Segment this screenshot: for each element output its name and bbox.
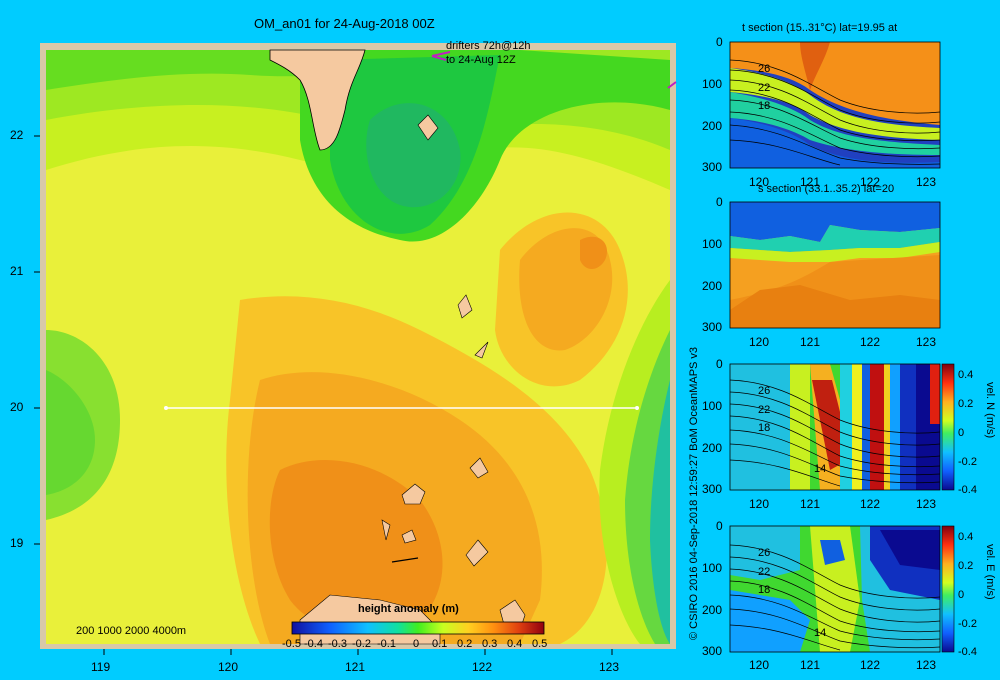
panel-4-x-tick: 120 (749, 658, 770, 672)
panel-4-x-tick: 121 (800, 658, 821, 672)
panel-4-y-tick: 0 (716, 519, 723, 533)
vel-n-cbar-tick: 0.2 (958, 398, 974, 410)
map-x-tick: 123 (599, 660, 620, 674)
map-title: OM_an01 for 24-Aug-2018 00Z (254, 16, 435, 31)
panel-2-x-tick: 120 (749, 335, 770, 349)
vel-e-cbar-tick: 0 (958, 589, 965, 601)
map-y-tick: 22 (10, 128, 24, 142)
vel-n-cbar-tick: -0.4 (958, 484, 977, 496)
panel-t-section (729, 41, 941, 169)
panel-4-y-tick: 300 (702, 644, 723, 658)
vel-n-cbar-tick: -0.2 (958, 456, 977, 468)
panel-1-y-tick: 300 (702, 160, 723, 174)
drifters-label-2: to 24-Aug 12Z (446, 54, 516, 66)
vel-e-cbar-tick: 0.2 (958, 560, 974, 572)
panel-2-title: s section (33.1..35.2) lat=20 (758, 183, 895, 195)
map-x-tick: 119 (91, 660, 111, 674)
contour-label: 26 (758, 547, 771, 559)
contour-label: 26 (758, 63, 771, 75)
credit-text: © CSIRO 2016 04-Sep-2018 12:59:27 BoM Oc… (688, 346, 700, 640)
panel-3-y-tick: 100 (702, 399, 723, 413)
vel-e-cbar-tick: 0.4 (958, 531, 974, 543)
contour-label: 22 (758, 82, 771, 94)
vel-n-cbar-tick: 0 (958, 427, 965, 439)
colorbar-tick: 0.4 (507, 638, 523, 650)
map-x-tick: 122 (472, 660, 493, 674)
panel-vel-e (729, 525, 955, 653)
colorbar-tick: 0.5 (532, 638, 548, 650)
contour-label: 22 (758, 404, 771, 416)
colorbar-title: height anomaly (m) (358, 603, 459, 615)
panel-s-section (729, 201, 941, 329)
panel-2-x-tick: 123 (916, 335, 937, 349)
vel-n-label: vel. N (m/s) (984, 382, 996, 439)
land-taiwan (269, 49, 366, 151)
panel-2-y-tick: 300 (702, 320, 723, 334)
contour-label: 14 (814, 463, 827, 475)
map-y-tick: 21 (10, 264, 24, 278)
section-line (164, 406, 639, 410)
main-map (34, 43, 677, 655)
panel-1-x-tick: 121 (800, 175, 821, 189)
panel-1-y-tick: 100 (702, 77, 723, 91)
contour-label: 14 (814, 627, 827, 639)
contour-label: 18 (758, 584, 771, 596)
height-colorbar (291, 621, 545, 635)
map-y-tick: 20 (10, 400, 24, 414)
panel-2-y-tick: 0 (716, 195, 723, 209)
panel-2-y-tick: 200 (702, 279, 723, 293)
vel-e-cbar-tick: -0.4 (958, 646, 977, 658)
colorbar-tick: -0.5 (282, 638, 301, 650)
map-y-tick: 19 (10, 536, 24, 550)
panel-1-y-tick: 200 (702, 119, 723, 133)
panel-1-y-tick: 0 (716, 35, 723, 49)
panel-1-x-tick: 123 (916, 175, 937, 189)
map-axis-ticks (34, 135, 613, 655)
panel-2-x-tick: 121 (800, 335, 821, 349)
contour-label: 18 (758, 422, 771, 434)
panel-4-y-tick: 200 (702, 603, 723, 617)
colorbar-tick: -0.4 (304, 638, 323, 650)
map-x-tick: 121 (345, 660, 366, 674)
panel-3-x-tick: 122 (860, 497, 881, 511)
vel-e-cbar-tick: -0.2 (958, 618, 977, 630)
panel-1-x-tick: 120 (749, 175, 770, 189)
panel-vel-n (729, 363, 955, 491)
panel-1-title: t section (15..31°C) lat=19.95 at (742, 22, 898, 34)
drifter-arrow-2 (667, 81, 677, 89)
contour-label: 18 (758, 100, 771, 112)
panel-4-x-tick: 123 (916, 658, 937, 672)
drifter-arrow (431, 51, 451, 61)
panel-2-y-tick: 100 (702, 237, 723, 251)
contour-label: 26 (758, 385, 771, 397)
panel-3-x-tick: 120 (749, 497, 770, 511)
vel-n-cbar-tick: 0.4 (958, 369, 974, 381)
vel-e-label: vel. E (m/s) (984, 544, 996, 600)
colorbar-tick: -0.1 (377, 638, 396, 650)
colorbar-tick: 0.2 (457, 638, 473, 650)
panel-4-x-tick: 122 (860, 658, 881, 672)
panel-3-x-tick: 121 (800, 497, 821, 511)
colorbar-tick: -0.3 (328, 638, 347, 650)
colorbar-tick: 0.1 (432, 638, 448, 650)
drifters-label-1: drifters 72h@12h (446, 40, 531, 52)
colorbar-tick: 0.3 (482, 638, 498, 650)
panel-3-y-tick: 200 (702, 441, 723, 455)
depth-legend: 200 1000 2000 4000m (76, 625, 187, 637)
contour-label: 22 (758, 566, 771, 578)
panel-3-y-tick: 0 (716, 357, 723, 371)
panel-4-y-tick: 100 (702, 561, 723, 575)
panel-3-x-tick: 123 (916, 497, 937, 511)
colorbar-tick: 0 (413, 638, 420, 650)
panel-3-y-tick: 300 (702, 482, 723, 496)
height-anomaly-field (46, 49, 670, 645)
colorbar-tick: -0.2 (352, 638, 371, 650)
panel-1-x-tick: 122 (860, 175, 881, 189)
map-x-tick: 120 (218, 660, 239, 674)
panel-2-x-tick: 122 (860, 335, 881, 349)
